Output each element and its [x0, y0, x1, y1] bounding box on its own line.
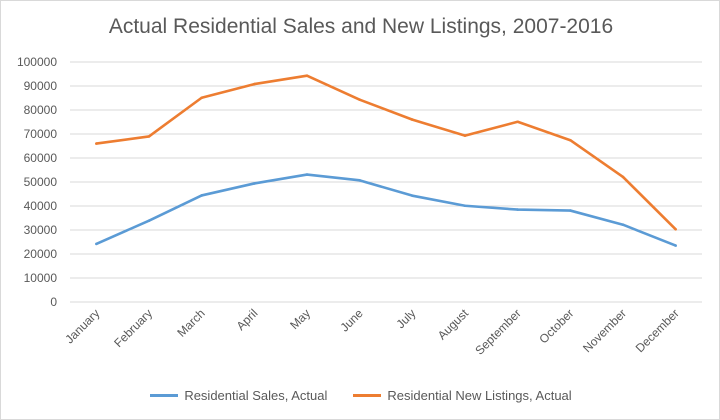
x-tick-label: March — [174, 306, 207, 339]
data-point — [95, 242, 98, 246]
legend: Residential Sales, Actual Residential Ne… — [1, 388, 719, 403]
x-tick-label: August — [435, 306, 472, 343]
data-point — [674, 227, 677, 231]
data-point — [463, 204, 467, 208]
data-point — [621, 175, 625, 179]
x-tick-label: July — [393, 306, 418, 331]
y-tick-label: 30000 — [24, 223, 58, 237]
y-tick-label: 40000 — [24, 199, 58, 213]
legend-swatch-sales — [150, 394, 179, 397]
data-point — [253, 82, 256, 86]
y-tick-label: 50000 — [24, 175, 58, 189]
x-tick-label: May — [287, 306, 313, 332]
y-tick-label: 70000 — [24, 127, 58, 141]
data-point — [305, 173, 309, 176]
data-point — [569, 209, 572, 212]
y-tick-label: 10000 — [24, 271, 58, 285]
data-point — [200, 194, 203, 197]
x-tick-label: December — [633, 306, 682, 355]
y-tick-label: 0 — [50, 295, 57, 309]
series-line-1 — [96, 74, 677, 231]
x-tick-label: February — [111, 306, 155, 350]
data-point — [621, 223, 625, 227]
data-point — [358, 98, 361, 101]
data-point — [411, 118, 414, 121]
data-point — [200, 96, 203, 100]
data-point — [253, 182, 256, 185]
x-tick-label: November — [580, 306, 629, 355]
series-line-0 — [95, 173, 677, 247]
x-tick-label: October — [536, 306, 576, 346]
data-point — [147, 135, 151, 138]
data-point — [95, 142, 98, 145]
y-tick-label: 60000 — [24, 151, 58, 165]
legend-item-sales: Residential Sales, Actual — [150, 388, 327, 403]
legend-label-listings: Residential New Listings, Actual — [387, 388, 572, 403]
data-point — [516, 120, 519, 124]
data-point — [674, 244, 677, 247]
y-tick-label: 20000 — [24, 247, 58, 261]
data-point — [516, 208, 519, 211]
x-tick-label: April — [234, 306, 261, 333]
legend-label-sales: Residential Sales, Actual — [184, 388, 328, 403]
x-tick-label: September — [472, 306, 523, 357]
data-point — [463, 134, 467, 137]
y-tick-label: 80000 — [24, 103, 58, 117]
data-point — [411, 194, 414, 197]
y-tick-label: 90000 — [24, 79, 58, 93]
data-point — [147, 219, 151, 222]
data-point — [305, 74, 309, 77]
x-tick-label: June — [337, 306, 366, 335]
legend-swatch-listings — [353, 394, 382, 397]
x-tick-label: January — [62, 306, 102, 346]
y-tick-label: 100000 — [17, 55, 57, 69]
data-point — [569, 138, 572, 142]
chart-title: Actual Residential Sales and New Listing… — [108, 15, 614, 38]
legend-item-listings: Residential New Listings, Actual — [353, 388, 572, 403]
data-point — [358, 179, 361, 182]
